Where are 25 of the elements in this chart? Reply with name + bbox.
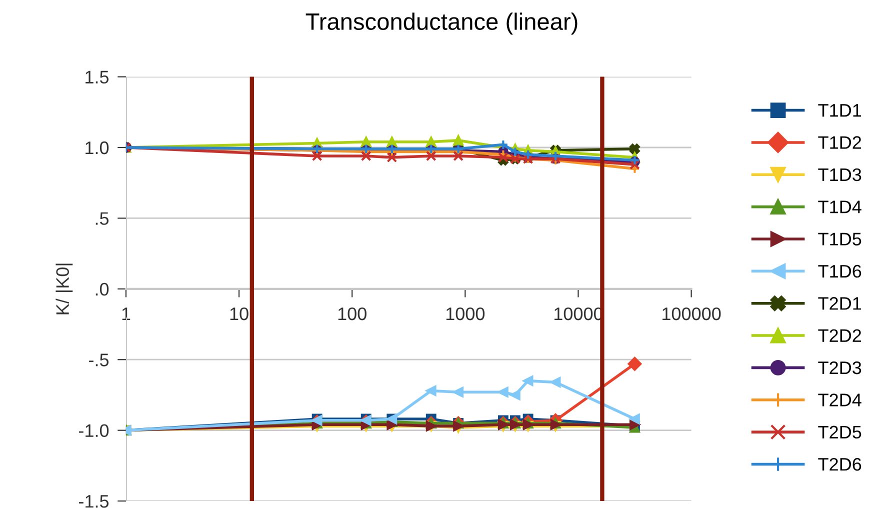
legend-label: T1D2 bbox=[818, 136, 862, 149]
y-tick-label: -1.5 bbox=[78, 495, 109, 508]
y-tick-label: 1.5 bbox=[86, 70, 109, 84]
legend-label: T1D6 bbox=[818, 264, 862, 278]
legend-label: T2D2 bbox=[818, 329, 862, 342]
y-tick-label: 1.0 bbox=[86, 141, 109, 154]
x-tick-label: 100 bbox=[338, 307, 366, 320]
legend-label: T2D5 bbox=[818, 426, 862, 439]
y-tick-label: -1.0 bbox=[78, 424, 109, 438]
legend-label: T2D4 bbox=[818, 394, 862, 406]
x-tick-label: 1000 bbox=[446, 307, 485, 320]
legend-label: T1D5 bbox=[818, 232, 862, 246]
y-tick-label: -.5 bbox=[89, 354, 109, 366]
y-axis-title: K/ |K0| bbox=[56, 264, 73, 314]
legend-label: T1D4 bbox=[818, 200, 862, 214]
chart-title: Transconductance (linear) bbox=[306, 12, 578, 35]
legend-label: T1D3 bbox=[818, 168, 862, 182]
legend-label: T1D1 bbox=[818, 104, 862, 117]
legend-label: T2D6 bbox=[818, 458, 862, 471]
y-tick-label: .0 bbox=[96, 282, 109, 296]
y-tick-label: .5 bbox=[96, 212, 109, 225]
legend-label: T2D1 bbox=[818, 297, 862, 310]
x-tick-label: 10 bbox=[230, 307, 248, 320]
x-tick-label: 100000 bbox=[662, 307, 721, 320]
legend-label: T2D3 bbox=[818, 361, 862, 374]
